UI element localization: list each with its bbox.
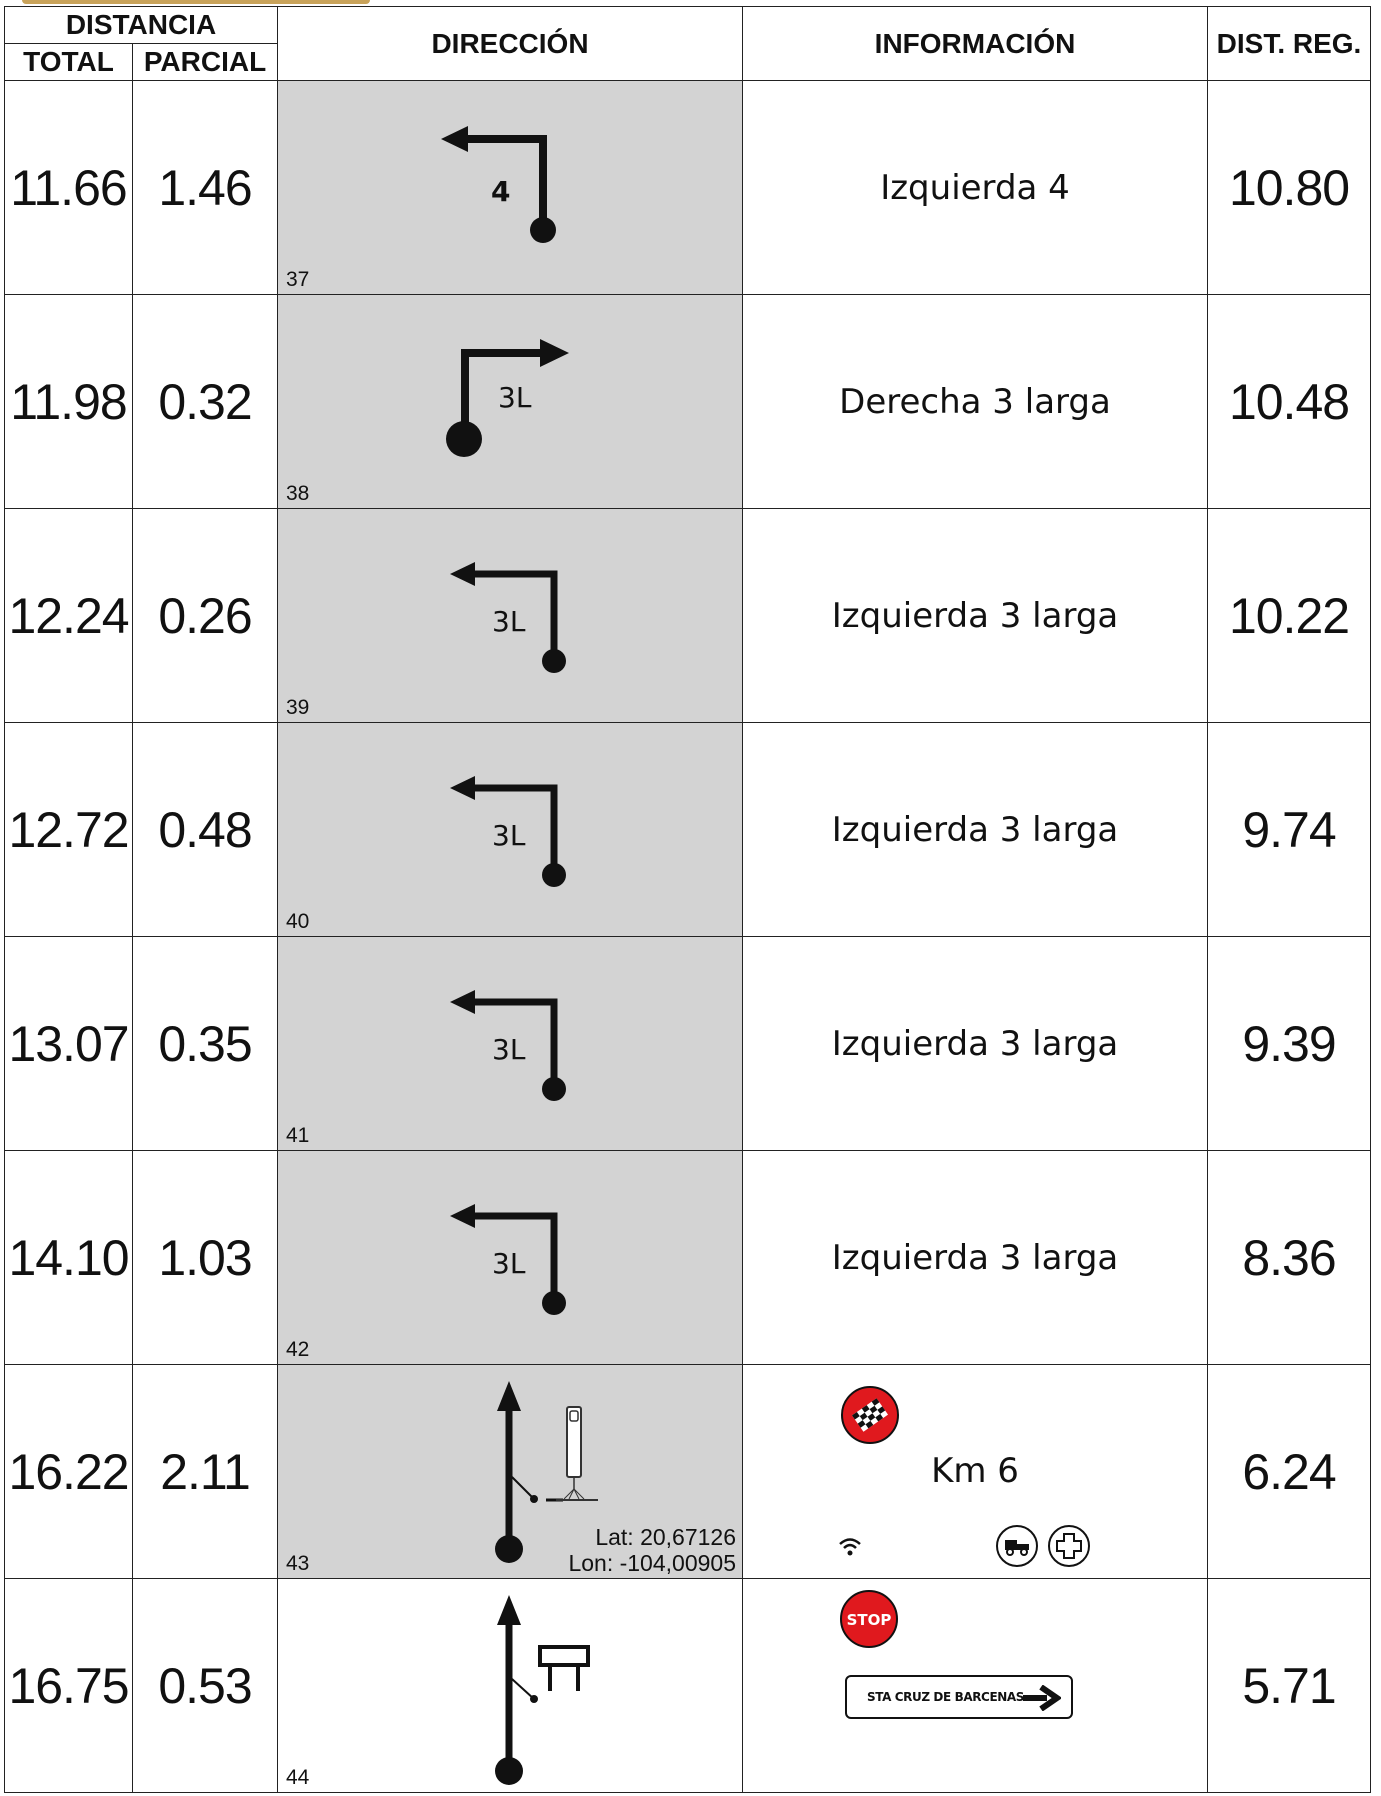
direction-box: 3L 41 [277,936,743,1151]
box-number: 38 [286,482,310,505]
latitude: Lat: 20,67126 [595,1524,736,1550]
box-number: 43 [286,1552,310,1575]
direction-box: 3L 39 [277,508,743,723]
total-distance: 16.22 [4,1364,133,1579]
direction-box: Lat: 20,67126 Lon: -104,00905 43 [277,1364,743,1579]
partial-distance: 1.46 [132,80,278,295]
dist-reg-value: 9.39 [1207,936,1371,1151]
info-text: Izquierda 3 larga [742,722,1208,937]
partial-distance: 0.35 [132,936,278,1151]
left-turn-arrow-icon: 3L [450,1204,566,1315]
info-cell: STOP STA CRUZ DE BARCENAS [742,1578,1208,1793]
header-informacion: INFORMACIÓN [742,6,1208,81]
info-text: Km 6 [931,1451,1019,1491]
right-arrow-icon [1023,1685,1061,1711]
tulip-label: 3L [492,819,526,852]
info-text: Izquierda 4 [742,80,1208,295]
dist-reg-value: 6.24 [1207,1364,1371,1579]
tulip-label: 3L [492,1247,526,1280]
direction-box: 3L 42 [277,1150,743,1365]
stop-sign-icon: STOP [840,1590,898,1648]
header-tab-decoration [22,0,370,4]
tow-truck-icon [996,1525,1038,1567]
box-number: 37 [286,268,310,291]
info-text: Izquierda 3 larga [742,508,1208,723]
total-distance: 14.10 [4,1150,133,1365]
box-number: 40 [286,910,310,933]
total-distance: 12.24 [4,508,133,723]
left-turn-arrow-icon: 3L [450,776,566,887]
total-distance: 11.66 [4,80,133,295]
stop-label: STOP [847,1611,892,1629]
dist-reg-value: 9.74 [1207,722,1371,937]
flying-finish-flag-icon [841,1386,899,1444]
total-distance: 16.75 [4,1578,133,1793]
tulip-label: 3L [492,605,526,638]
gps-coordinates: Lat: 20,67126 Lon: -104,00905 [568,1524,736,1576]
partial-distance: 0.32 [132,294,278,509]
box-number: 39 [286,696,310,719]
header-parcial: PARCIAL [132,43,278,81]
dist-reg-value: 8.36 [1207,1150,1371,1365]
table-row: 16.75 0.53 44 [4,1578,1371,1793]
partial-distance: 0.53 [132,1578,278,1793]
partial-distance: 0.48 [132,722,278,937]
dist-reg-value: 10.48 [1207,294,1371,509]
header-direccion: DIRECCIÓN [277,6,743,81]
stop-board-icon [538,1645,590,1691]
direction-box: 4 37 [277,80,743,295]
roadbook-table: DISTANCIA DIRECCIÓN INFORMACIÓN DIST. RE… [4,6,1371,1793]
left-turn-arrow-icon: 4 [441,126,556,243]
dist-reg-value: 10.80 [1207,80,1371,295]
info-text: Izquierda 3 larga [742,936,1208,1151]
dist-reg-value: 10.22 [1207,508,1371,723]
info-text: Derecha 3 larga [742,294,1208,509]
table-row: 12.24 0.26 3L 39 Izquierda 3 larga 10.22 [4,508,1371,723]
medical-cross-icon [1048,1525,1090,1567]
flying-finish-marker-icon [556,1406,598,1501]
box-number: 44 [286,1766,310,1789]
direction-sign-text: STA CRUZ DE BARCENAS [867,1690,1025,1704]
box-number: 41 [286,1124,310,1147]
table-row: 11.98 0.32 3L 38 Derecha 3 larga 10.48 [4,294,1371,509]
total-distance: 11.98 [4,294,133,509]
direction-box: 44 [277,1578,743,1793]
partial-distance: 2.11 [132,1364,278,1579]
header-dist-reg: DIST. REG. [1207,6,1371,81]
table-row: 12.72 0.48 3L 40 Izquierda 3 larga 9.74 [4,722,1371,937]
tulip-label: 3L [492,1033,526,1066]
table-row: 13.07 0.35 3L 41 Izquierda 3 larga 9.39 [4,936,1371,1151]
right-turn-arrow-icon: 3L [446,339,569,457]
straight-arrow-flying-finish-icon [495,1381,598,1563]
tulip-label: 4 [491,175,510,208]
tulip-label: 3L [498,381,532,414]
box-number: 42 [286,1338,310,1361]
header-total: TOTAL [4,43,133,81]
info-text: Izquierda 3 larga [742,1150,1208,1365]
left-turn-arrow-icon: 3L [450,562,566,673]
straight-arrow-stop-board-icon [495,1595,590,1785]
table-row: 14.10 1.03 3L 42 Izquierda 3 larga 8.36 [4,1150,1371,1365]
dist-reg-value: 5.71 [1207,1578,1371,1793]
left-turn-arrow-icon: 3L [450,990,566,1101]
table-row: 16.22 2.11 [4,1364,1371,1579]
direction-box: 3L 38 [277,294,743,509]
direction-sign-icon: STA CRUZ DE BARCENAS [845,1675,1073,1719]
partial-distance: 0.26 [132,508,278,723]
info-cell: Km 6 [742,1364,1208,1579]
table-row: 11.66 1.46 4 37 Izquierda 4 10.80 [4,80,1371,295]
total-distance: 13.07 [4,936,133,1151]
partial-distance: 1.03 [132,1150,278,1365]
header-distancia: DISTANCIA [4,6,278,44]
wifi-icon [839,1538,861,1556]
longitude: Lon: -104,00905 [568,1550,736,1576]
total-distance: 12.72 [4,722,133,937]
direction-box: 3L 40 [277,722,743,937]
